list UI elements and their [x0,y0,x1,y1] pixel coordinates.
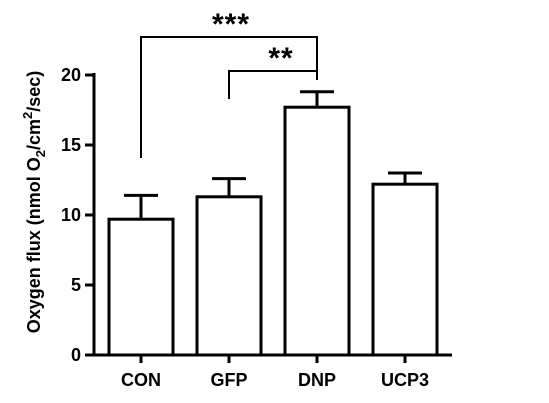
y-label-prefix: Oxygen flux (nmol O [24,157,44,333]
y-tick-label-20: 20 [61,65,81,85]
bar-con [107,217,175,357]
y-tick-label-5: 5 [71,275,81,295]
x-tick-label-con: CON [121,370,161,390]
y-label-mid: /cm [24,119,44,150]
x-tick-label-dnp: DNP [298,370,336,390]
y-tick-label-10: 10 [61,205,81,225]
significance-bracket-2 [228,70,318,99]
y-label-sup: 2 [20,112,35,119]
y-tick-label-15: 15 [61,135,81,155]
bar-dnp [283,105,351,357]
y-label-suffix: /sec) [24,71,44,112]
significance-brackets: ***** [140,8,318,158]
bars [107,90,439,357]
significance-label-2: ** [268,42,293,75]
y-label-sub: 2 [33,150,48,157]
bar-gfp [195,195,263,357]
y-axis: 0 5 10 15 20 [61,65,96,365]
svg-text:Oxygen flux (nmol O2/cm2/sec): Oxygen flux (nmol O2/cm2/sec) [20,71,48,334]
x-axis: CON GFP DNP UCP3 [94,353,452,390]
y-tick-label-0: 0 [71,345,81,365]
significance-label-1: *** [212,8,250,41]
bar-ucp3 [371,182,439,357]
x-tick-label-ucp3: UCP3 [381,370,429,390]
y-axis-label: Oxygen flux (nmol O2/cm2/sec) [20,71,48,334]
x-tick-label-gfp: GFP [210,370,247,390]
significance-bracket-1 [140,36,318,158]
